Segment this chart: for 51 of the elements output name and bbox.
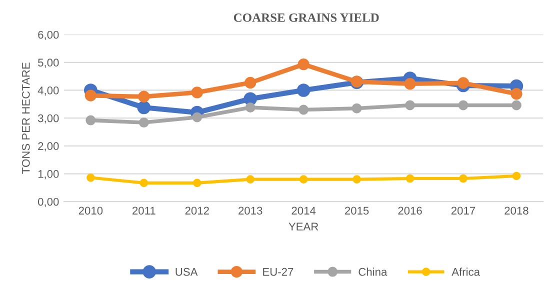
y-tick-label: 2,00 xyxy=(38,142,59,152)
point xyxy=(192,112,202,122)
y-tick-label: 0,00 xyxy=(38,198,59,208)
legend-label: China xyxy=(358,268,388,276)
point xyxy=(404,78,416,90)
x-tick-label: 2011 xyxy=(132,206,156,215)
point xyxy=(138,90,150,102)
x-tick-label: 2017 xyxy=(451,206,476,215)
x-tick-label: 2016 xyxy=(398,206,422,215)
x-tick-label: 2010 xyxy=(78,206,103,215)
chart-title: COARSE GRAINS YIELD xyxy=(234,13,379,22)
legend-label: EU-27 xyxy=(263,268,294,276)
y-tick-label: 4,00 xyxy=(38,86,59,96)
point xyxy=(510,88,522,100)
point xyxy=(137,100,151,114)
legend-label: USA xyxy=(176,268,198,276)
x-tick-label: 2014 xyxy=(292,206,316,215)
y-tick-label: 3,00 xyxy=(38,114,59,124)
point xyxy=(352,175,361,184)
y-tick-label: 5,00 xyxy=(38,58,59,68)
point xyxy=(298,104,309,115)
y-tick-label: 1,00 xyxy=(38,170,59,180)
point xyxy=(244,76,256,89)
point xyxy=(296,84,310,97)
point xyxy=(86,115,96,126)
point xyxy=(86,173,95,182)
y-axis-title: TONS PER HECTARE xyxy=(22,62,30,174)
x-tick-label: 2013 xyxy=(238,206,262,215)
point xyxy=(245,102,256,112)
point xyxy=(352,103,362,114)
point xyxy=(140,178,148,188)
point xyxy=(405,100,416,110)
point xyxy=(511,100,522,110)
x-tick-label: 2018 xyxy=(504,206,528,215)
legend-label: Africa xyxy=(452,268,480,276)
point xyxy=(84,90,96,102)
point xyxy=(192,178,202,188)
point xyxy=(457,77,470,89)
point xyxy=(512,172,521,180)
point xyxy=(298,58,310,70)
x-tick-label: 2015 xyxy=(344,206,369,215)
point xyxy=(138,118,149,128)
point xyxy=(406,174,414,183)
x-tick-label: 2012 xyxy=(185,206,209,215)
point xyxy=(459,174,468,183)
point xyxy=(458,100,468,110)
point xyxy=(191,86,203,98)
point xyxy=(246,175,255,184)
x-axis-title: YEAR xyxy=(288,222,318,230)
y-tick-label: 6,00 xyxy=(38,30,59,40)
point xyxy=(299,175,308,184)
